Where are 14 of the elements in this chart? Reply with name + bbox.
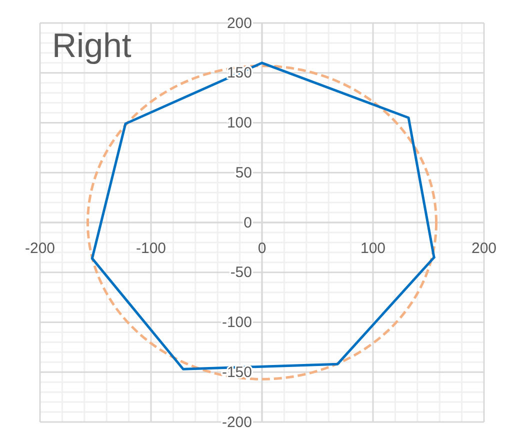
x-tick-label: -100: [136, 240, 166, 258]
y-tick-label: -150: [222, 364, 252, 381]
y-tick-label: -100: [222, 314, 252, 332]
y-tick-label: 0: [244, 214, 252, 232]
y-tick-label: 200: [226, 14, 252, 32]
x-tick-label: 200: [471, 240, 497, 258]
y-tick-label: 50: [235, 164, 252, 182]
x-tick-label: -200: [24, 240, 56, 258]
x-tick-label: 0: [258, 240, 266, 258]
y-tick-label: -200: [222, 414, 252, 431]
y-tick-label: -50: [230, 264, 252, 282]
x-tick-label: 100: [360, 240, 386, 258]
chart-title: Right: [52, 27, 132, 65]
y-tick-label: 100: [226, 114, 252, 132]
